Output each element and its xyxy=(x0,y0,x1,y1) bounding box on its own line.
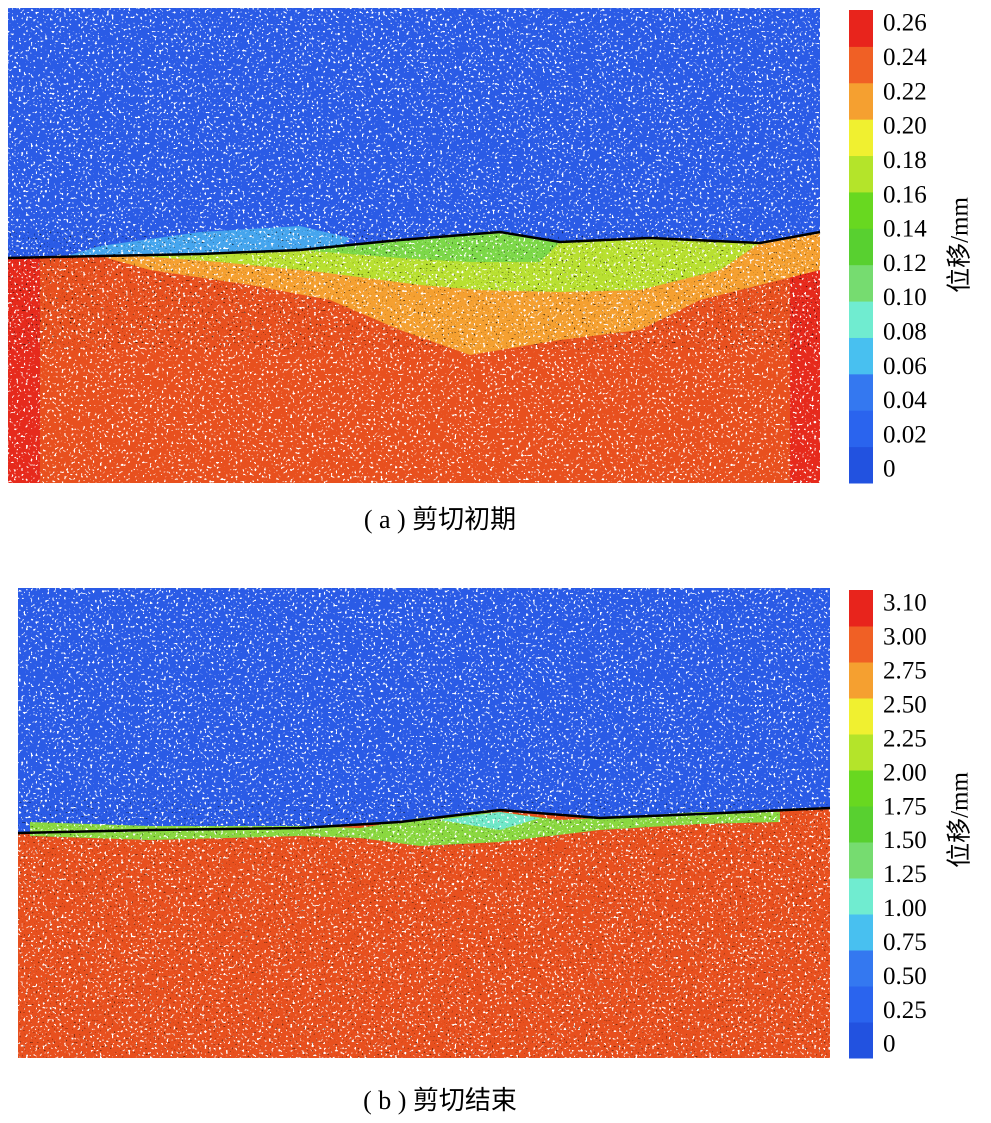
caption: ( a ) 剪切初期 xyxy=(364,505,516,534)
colorbar-band xyxy=(849,698,873,735)
colorbar-tick-label: 0.26 xyxy=(883,10,927,37)
colorbar-tick-label: 2.00 xyxy=(883,759,927,786)
colorbar-band xyxy=(849,46,873,84)
colorbar-band xyxy=(849,446,873,484)
colorbar-tick-label: 1.75 xyxy=(883,793,927,820)
colorbar-band xyxy=(849,662,873,699)
colorbar-band xyxy=(849,373,873,411)
colorbar-band xyxy=(849,119,873,157)
caption: ( b ) 剪切结束 xyxy=(363,1086,517,1115)
colorbar-tick-label: 0.50 xyxy=(883,963,927,990)
colorbar-band xyxy=(849,337,873,375)
colorbar-band xyxy=(849,734,873,771)
colorbar-band xyxy=(849,10,873,47)
colorbar-band xyxy=(849,1022,873,1059)
colorbar-tick-label: 0.75 xyxy=(883,929,927,956)
colorbar-band xyxy=(849,228,873,266)
colorbar-band xyxy=(849,878,873,915)
colorbar-tick-label: 0.24 xyxy=(883,44,927,71)
colorbar-tick-label: 0.22 xyxy=(883,78,927,105)
colorbar-tick-label: 2.25 xyxy=(883,725,927,752)
colorbar-band xyxy=(849,155,873,193)
colorbar-tick-label: 1.00 xyxy=(883,895,927,922)
colorbar-band xyxy=(849,590,873,627)
colorbar-tick-label: 1.25 xyxy=(883,861,927,888)
colorbar-tick-label: 2.50 xyxy=(883,692,927,719)
colorbar-tick-label: 0.06 xyxy=(883,353,927,380)
colorbar-tick-label: 0.16 xyxy=(883,181,927,208)
colorbar-tick-label: 0.18 xyxy=(883,147,927,174)
colorbar-tick-label: 1.50 xyxy=(883,827,927,854)
colorbar-tick-label: 0.25 xyxy=(883,997,927,1024)
colorbar-tick-label: 0 xyxy=(883,1031,896,1058)
colorbar-band xyxy=(849,914,873,951)
particle-field-b xyxy=(17,588,831,1058)
colorbar-band xyxy=(849,82,873,120)
colorbar-band xyxy=(849,410,873,448)
colorbar-band xyxy=(849,191,873,229)
colorbar-tick-label: 3.00 xyxy=(883,624,927,651)
colorbar-band xyxy=(849,842,873,879)
particle-field-a xyxy=(7,8,821,483)
colorbar-tick-label: 0.02 xyxy=(883,421,927,448)
colorbar-band xyxy=(849,950,873,987)
colorbar-label: 位移/mm xyxy=(946,197,974,293)
colorbar-tick-label: 0.14 xyxy=(883,216,927,243)
colorbar-tick-label: 0.10 xyxy=(883,284,927,311)
colorbar-label: 位移/mm xyxy=(946,772,974,868)
colorbar-band xyxy=(849,626,873,663)
colorbar-band xyxy=(849,986,873,1023)
colorbar-tick-label: 3.10 xyxy=(883,590,927,617)
colorbar-tick-label: 2.75 xyxy=(883,658,927,685)
colorbar-tick-label: 0.04 xyxy=(883,387,927,414)
colorbar-tick-label: 0.20 xyxy=(883,113,927,140)
colorbar-tick-label: 0.12 xyxy=(883,250,927,277)
colorbar-tick-label: 0.08 xyxy=(883,319,927,346)
colorbar-band xyxy=(849,264,873,302)
colorbar-band xyxy=(849,806,873,843)
colorbar-band xyxy=(849,770,873,807)
colorbar-band xyxy=(849,301,873,338)
colorbar-tick-label: 0 xyxy=(883,456,896,483)
